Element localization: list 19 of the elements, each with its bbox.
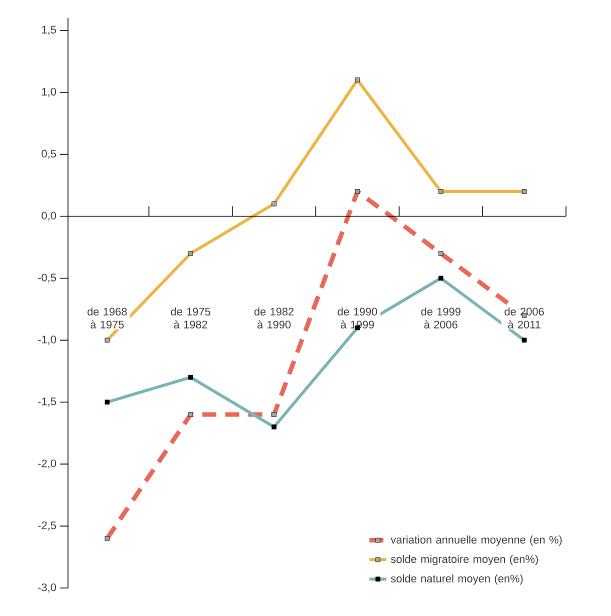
x-tick-label: de 1982 à 1990 [254, 307, 294, 328]
x-tick-label: de 2006 à 2011 [504, 307, 544, 328]
y-tick-label: -1,5 [38, 398, 56, 407]
y-tick-label: -2,5 [38, 522, 56, 531]
y-tick-label: 1,0 [42, 88, 56, 97]
legend-label: solde migratoire moyen (en%) [391, 554, 538, 566]
x-tick-label: de 1999 à 2006 [421, 307, 461, 328]
legend-label: variation annuelle moyenne (en %) [390, 536, 562, 546]
legend-label: solde naturel moyen (en%) [391, 574, 523, 585]
x-tick-label: de 1968 à 1975 [88, 307, 128, 328]
y-tick-label: -3,0 [38, 583, 56, 593]
y-tick-label: 0,5 [42, 150, 56, 159]
x-tick-label: de 1990 à 1999 [338, 307, 378, 328]
y-tick-label: -2,0 [38, 460, 56, 469]
y-tick-label: -1,0 [38, 336, 56, 345]
y-tick-label: 1,5 [42, 26, 56, 35]
y-tick-label: -0,5 [38, 274, 56, 283]
y-tick-label: 0,0 [42, 212, 56, 221]
x-tick-label: de 1975 à 1982 [171, 307, 210, 328]
